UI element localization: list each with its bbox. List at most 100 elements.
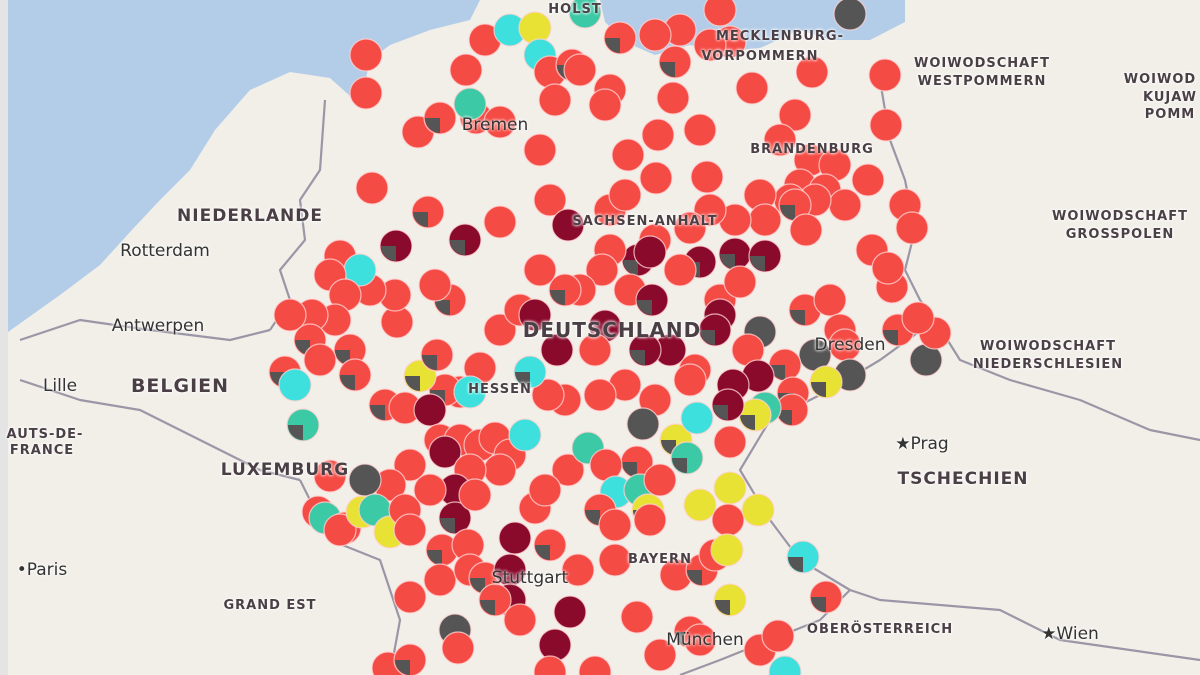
- marker-circle[interactable]: [393, 513, 427, 547]
- marker-circle[interactable]: [561, 553, 595, 587]
- location-marker[interactable]: [449, 53, 483, 87]
- marker-circle[interactable]: [493, 553, 527, 587]
- marker-circle[interactable]: [643, 463, 677, 497]
- location-marker[interactable]: [548, 273, 582, 307]
- location-marker[interactable]: [428, 435, 462, 469]
- location-marker[interactable]: [735, 71, 769, 105]
- location-marker[interactable]: [633, 503, 667, 537]
- location-marker[interactable]: [871, 251, 905, 285]
- marker-circle[interactable]: [723, 265, 757, 299]
- location-marker[interactable]: [379, 229, 413, 263]
- location-marker[interactable]: [713, 471, 747, 505]
- location-marker[interactable]: [693, 28, 727, 62]
- location-marker[interactable]: [778, 188, 812, 222]
- marker-circle[interactable]: [673, 211, 707, 245]
- location-marker[interactable]: [658, 45, 692, 79]
- marker-circle[interactable]: [278, 368, 312, 402]
- marker-circle[interactable]: [761, 619, 795, 653]
- marker-circle[interactable]: [418, 268, 452, 302]
- marker-circle[interactable]: [498, 521, 532, 555]
- location-marker[interactable]: [278, 368, 312, 402]
- location-marker[interactable]: [513, 355, 547, 389]
- location-marker[interactable]: [748, 203, 782, 237]
- location-marker[interactable]: [393, 643, 427, 675]
- marker-circle[interactable]: [598, 543, 632, 577]
- location-marker[interactable]: [528, 473, 562, 507]
- location-marker[interactable]: [338, 358, 372, 392]
- location-marker[interactable]: [411, 195, 445, 229]
- marker-circle[interactable]: [551, 208, 585, 242]
- location-marker[interactable]: [895, 211, 929, 245]
- location-marker[interactable]: [626, 407, 660, 441]
- marker-circle[interactable]: [638, 18, 672, 52]
- location-marker[interactable]: [448, 223, 482, 257]
- marker-circle[interactable]: [413, 473, 447, 507]
- location-marker[interactable]: [441, 631, 475, 665]
- location-marker[interactable]: [551, 453, 585, 487]
- marker-circle[interactable]: [453, 87, 487, 121]
- location-marker[interactable]: [643, 463, 677, 497]
- marker-circle[interactable]: [713, 471, 747, 505]
- location-marker[interactable]: [438, 501, 472, 535]
- location-marker[interactable]: [413, 473, 447, 507]
- location-marker[interactable]: [901, 301, 935, 335]
- location-marker[interactable]: [748, 239, 782, 273]
- marker-circle[interactable]: [680, 401, 714, 435]
- location-marker[interactable]: [355, 171, 389, 205]
- marker-circle[interactable]: [710, 533, 744, 567]
- marker-circle[interactable]: [693, 28, 727, 62]
- marker-circle[interactable]: [763, 123, 797, 157]
- location-marker[interactable]: [741, 493, 775, 527]
- marker-circle[interactable]: [303, 343, 337, 377]
- marker-circle[interactable]: [355, 171, 389, 205]
- marker-circle[interactable]: [608, 178, 642, 212]
- location-marker[interactable]: [493, 553, 527, 587]
- marker-circle[interactable]: [673, 363, 707, 397]
- marker-circle[interactable]: [348, 463, 382, 497]
- location-marker[interactable]: [809, 365, 843, 399]
- location-marker[interactable]: [633, 235, 667, 269]
- location-marker[interactable]: [641, 118, 675, 152]
- location-marker[interactable]: [551, 208, 585, 242]
- marker-circle[interactable]: [789, 213, 823, 247]
- location-marker[interactable]: [588, 88, 622, 122]
- location-marker[interactable]: [603, 21, 637, 55]
- marker-circle[interactable]: [703, 0, 737, 27]
- marker-circle[interactable]: [413, 393, 447, 427]
- marker-circle[interactable]: [483, 205, 517, 239]
- location-marker[interactable]: [578, 655, 612, 675]
- location-marker[interactable]: [533, 655, 567, 675]
- marker-circle[interactable]: [683, 488, 717, 522]
- location-marker[interactable]: [710, 533, 744, 567]
- location-marker[interactable]: [723, 265, 757, 299]
- location-marker[interactable]: [683, 623, 717, 657]
- marker-circle[interactable]: [828, 188, 862, 222]
- marker-circle[interactable]: [533, 183, 567, 217]
- marker-circle[interactable]: [508, 418, 542, 452]
- marker-circle[interactable]: [313, 459, 347, 493]
- location-marker[interactable]: [563, 53, 597, 87]
- marker-circle[interactable]: [741, 493, 775, 527]
- marker-circle[interactable]: [553, 595, 587, 629]
- location-marker[interactable]: [713, 583, 747, 617]
- location-marker[interactable]: [628, 333, 662, 367]
- marker-circle[interactable]: [349, 38, 383, 72]
- location-marker[interactable]: [349, 76, 383, 110]
- marker-circle[interactable]: [503, 603, 537, 637]
- location-marker[interactable]: [585, 253, 619, 287]
- location-marker[interactable]: [498, 521, 532, 555]
- marker-circle[interactable]: [441, 631, 475, 665]
- marker-circle[interactable]: [828, 328, 862, 362]
- marker-circle[interactable]: [393, 580, 427, 614]
- marker-circle[interactable]: [833, 0, 867, 31]
- location-marker[interactable]: [348, 463, 382, 497]
- location-marker[interactable]: [680, 401, 714, 435]
- location-marker[interactable]: [673, 363, 707, 397]
- location-marker[interactable]: [851, 163, 885, 197]
- marker-circle[interactable]: [813, 283, 847, 317]
- location-marker[interactable]: [690, 160, 724, 194]
- location-marker[interactable]: [795, 55, 829, 89]
- location-marker[interactable]: [639, 161, 673, 195]
- location-marker[interactable]: [635, 283, 669, 317]
